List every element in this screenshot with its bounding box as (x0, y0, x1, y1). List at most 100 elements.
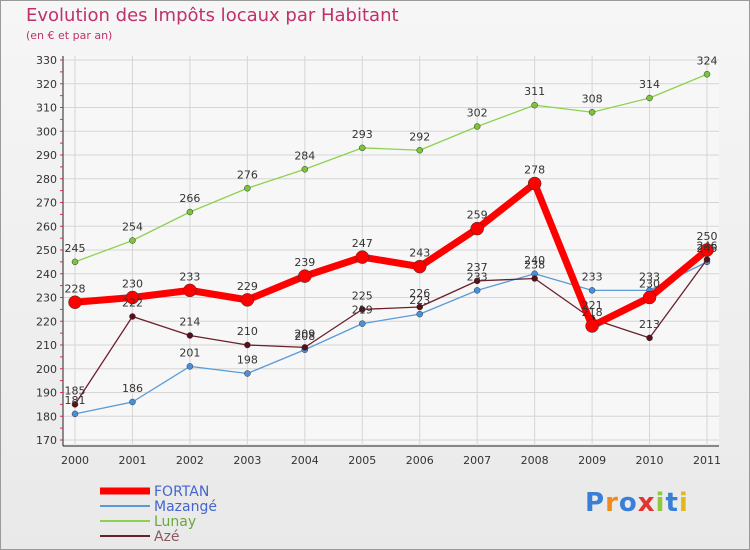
logo-letter: i (678, 488, 689, 518)
chart-subtitle: (en € et par an) (26, 29, 113, 42)
data-label-fortan: 230 (639, 278, 660, 291)
data-point-fortan (412, 259, 427, 274)
data-label-fortan: 247 (352, 237, 373, 250)
y-tick-label: 320 (36, 78, 57, 91)
data-label-aze: 185 (65, 384, 86, 397)
data-point-aze (703, 256, 711, 263)
data-label-mazange: 233 (639, 270, 660, 283)
data-label-aze: 209 (294, 327, 315, 340)
data-point-lunay (473, 123, 481, 130)
series-line-fortan (74, 180, 710, 330)
y-tick-label: 270 (36, 197, 57, 210)
data-label-mazange: 198 (237, 354, 258, 367)
data-label-fortan: 228 (65, 282, 86, 295)
x-tick-label: 2005 (348, 454, 376, 467)
data-point-aze (186, 332, 194, 339)
x-tick-label: 2011 (693, 454, 721, 467)
data-point-mazange (71, 410, 79, 418)
data-label-fortan: 229 (237, 280, 258, 293)
logo-letter: P (585, 488, 606, 518)
y-tick-label: 330 (36, 54, 57, 67)
data-label-lunay: 284 (294, 149, 315, 162)
y-tick-label: 300 (36, 125, 57, 138)
data-label-mazange: 233 (582, 270, 603, 283)
data-label-lunay: 302 (467, 107, 488, 120)
data-label-lunay: 276 (237, 168, 258, 181)
logo-letter: o (618, 488, 638, 518)
data-label-lunay: 314 (639, 78, 660, 91)
y-tick-label: 170 (36, 434, 57, 447)
data-point-fortan (298, 269, 312, 283)
data-label-mazange: 219 (352, 304, 373, 317)
data-point-aze (416, 303, 423, 311)
data-label-fortan: 278 (524, 164, 545, 177)
data-label-mazange: 240 (524, 254, 545, 267)
logo-letter: i (655, 488, 666, 518)
data-point-lunay (416, 147, 423, 154)
y-tick-label: 310 (36, 102, 57, 115)
data-label-fortan: 259 (467, 209, 488, 222)
y-tick-label: 180 (36, 410, 57, 423)
x-tick-label: 2003 (233, 454, 261, 467)
x-tick-label: 2008 (521, 454, 549, 467)
data-label-aze: 226 (409, 287, 430, 300)
data-label-fortan: 250 (697, 230, 718, 243)
data-point-fortan (700, 243, 714, 257)
y-tick-label: 200 (36, 363, 57, 376)
y-tick-label: 230 (36, 292, 57, 305)
x-tick-label: 2004 (291, 454, 319, 467)
legend-label-fortan: FORTAN (154, 484, 209, 500)
data-point-mazange (416, 310, 423, 318)
data-label-aze: 221 (582, 299, 603, 312)
data-point-lunay (531, 101, 538, 109)
data-label-mazange: 223 (409, 294, 430, 307)
data-label-fortan: 218 (582, 306, 603, 319)
data-point-lunay (301, 166, 309, 173)
data-point-fortan (183, 283, 197, 298)
series-line-mazange (74, 261, 708, 415)
data-point-fortan (68, 295, 82, 309)
data-label-mazange: 186 (122, 382, 143, 395)
data-label-fortan: 243 (409, 247, 430, 260)
data-label-lunay: 311 (524, 85, 545, 98)
data-label-aze: 213 (639, 318, 660, 331)
data-label-aze: 246 (697, 240, 718, 253)
data-point-lunay (359, 144, 366, 152)
data-label-aze: 238 (524, 259, 545, 272)
x-tick-label: 2001 (118, 454, 146, 467)
data-label-aze: 214 (179, 316, 200, 329)
data-label-mazange: 208 (294, 330, 315, 343)
data-label-fortan: 230 (122, 278, 143, 291)
data-label-lunay: 308 (582, 92, 603, 105)
x-tick-label: 2010 (636, 454, 664, 467)
data-point-lunay (646, 94, 653, 102)
data-point-mazange (588, 287, 596, 294)
data-label-lunay: 292 (409, 130, 430, 143)
data-label-aze: 210 (237, 325, 258, 338)
data-label-lunay: 266 (179, 192, 200, 205)
data-point-fortan (527, 176, 542, 191)
data-label-lunay: 254 (122, 221, 143, 234)
data-label-aze: 237 (467, 261, 488, 274)
logo-letter: r (605, 488, 619, 518)
y-tick-label: 190 (36, 387, 57, 400)
data-point-fortan (355, 250, 370, 264)
y-tick-label: 260 (36, 220, 57, 233)
data-label-fortan: 239 (294, 256, 315, 269)
data-point-lunay (186, 208, 194, 216)
data-point-mazange (186, 363, 194, 370)
data-point-lunay (71, 258, 79, 266)
data-point-fortan (125, 290, 140, 305)
data-label-aze: 222 (122, 297, 143, 310)
data-point-aze (646, 334, 653, 342)
legend-label-aze: Azé (154, 529, 180, 545)
data-point-aze (301, 344, 309, 351)
legend-label-mazange: Mazangé (154, 499, 217, 515)
y-tick-label: 250 (36, 244, 57, 257)
data-label-lunay: 245 (65, 242, 86, 255)
data-point-lunay (588, 109, 596, 116)
data-point-mazange (244, 370, 251, 377)
data-label-mazange: 181 (65, 394, 86, 407)
y-tick-label: 290 (36, 149, 57, 162)
